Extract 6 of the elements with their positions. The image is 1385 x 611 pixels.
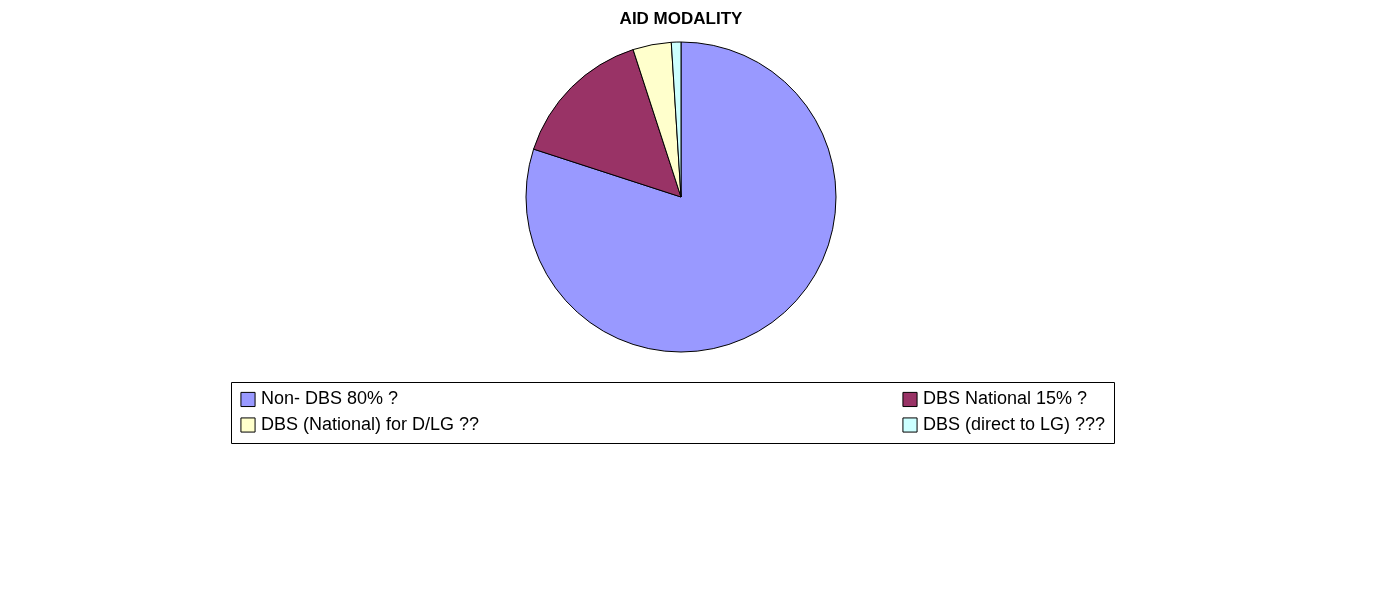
- legend-label: DBS National 15% ?: [923, 388, 1088, 409]
- legend-label: DBS (National) for D/LG ??: [261, 414, 480, 434]
- pie-slice: [525, 41, 837, 353]
- legend-label: Non- DBS 80% ?: [261, 388, 399, 409]
- legend-label: DBS (direct to LG) ???: [923, 414, 1106, 434]
- chart-title: AID MODALITY: [619, 9, 744, 28]
